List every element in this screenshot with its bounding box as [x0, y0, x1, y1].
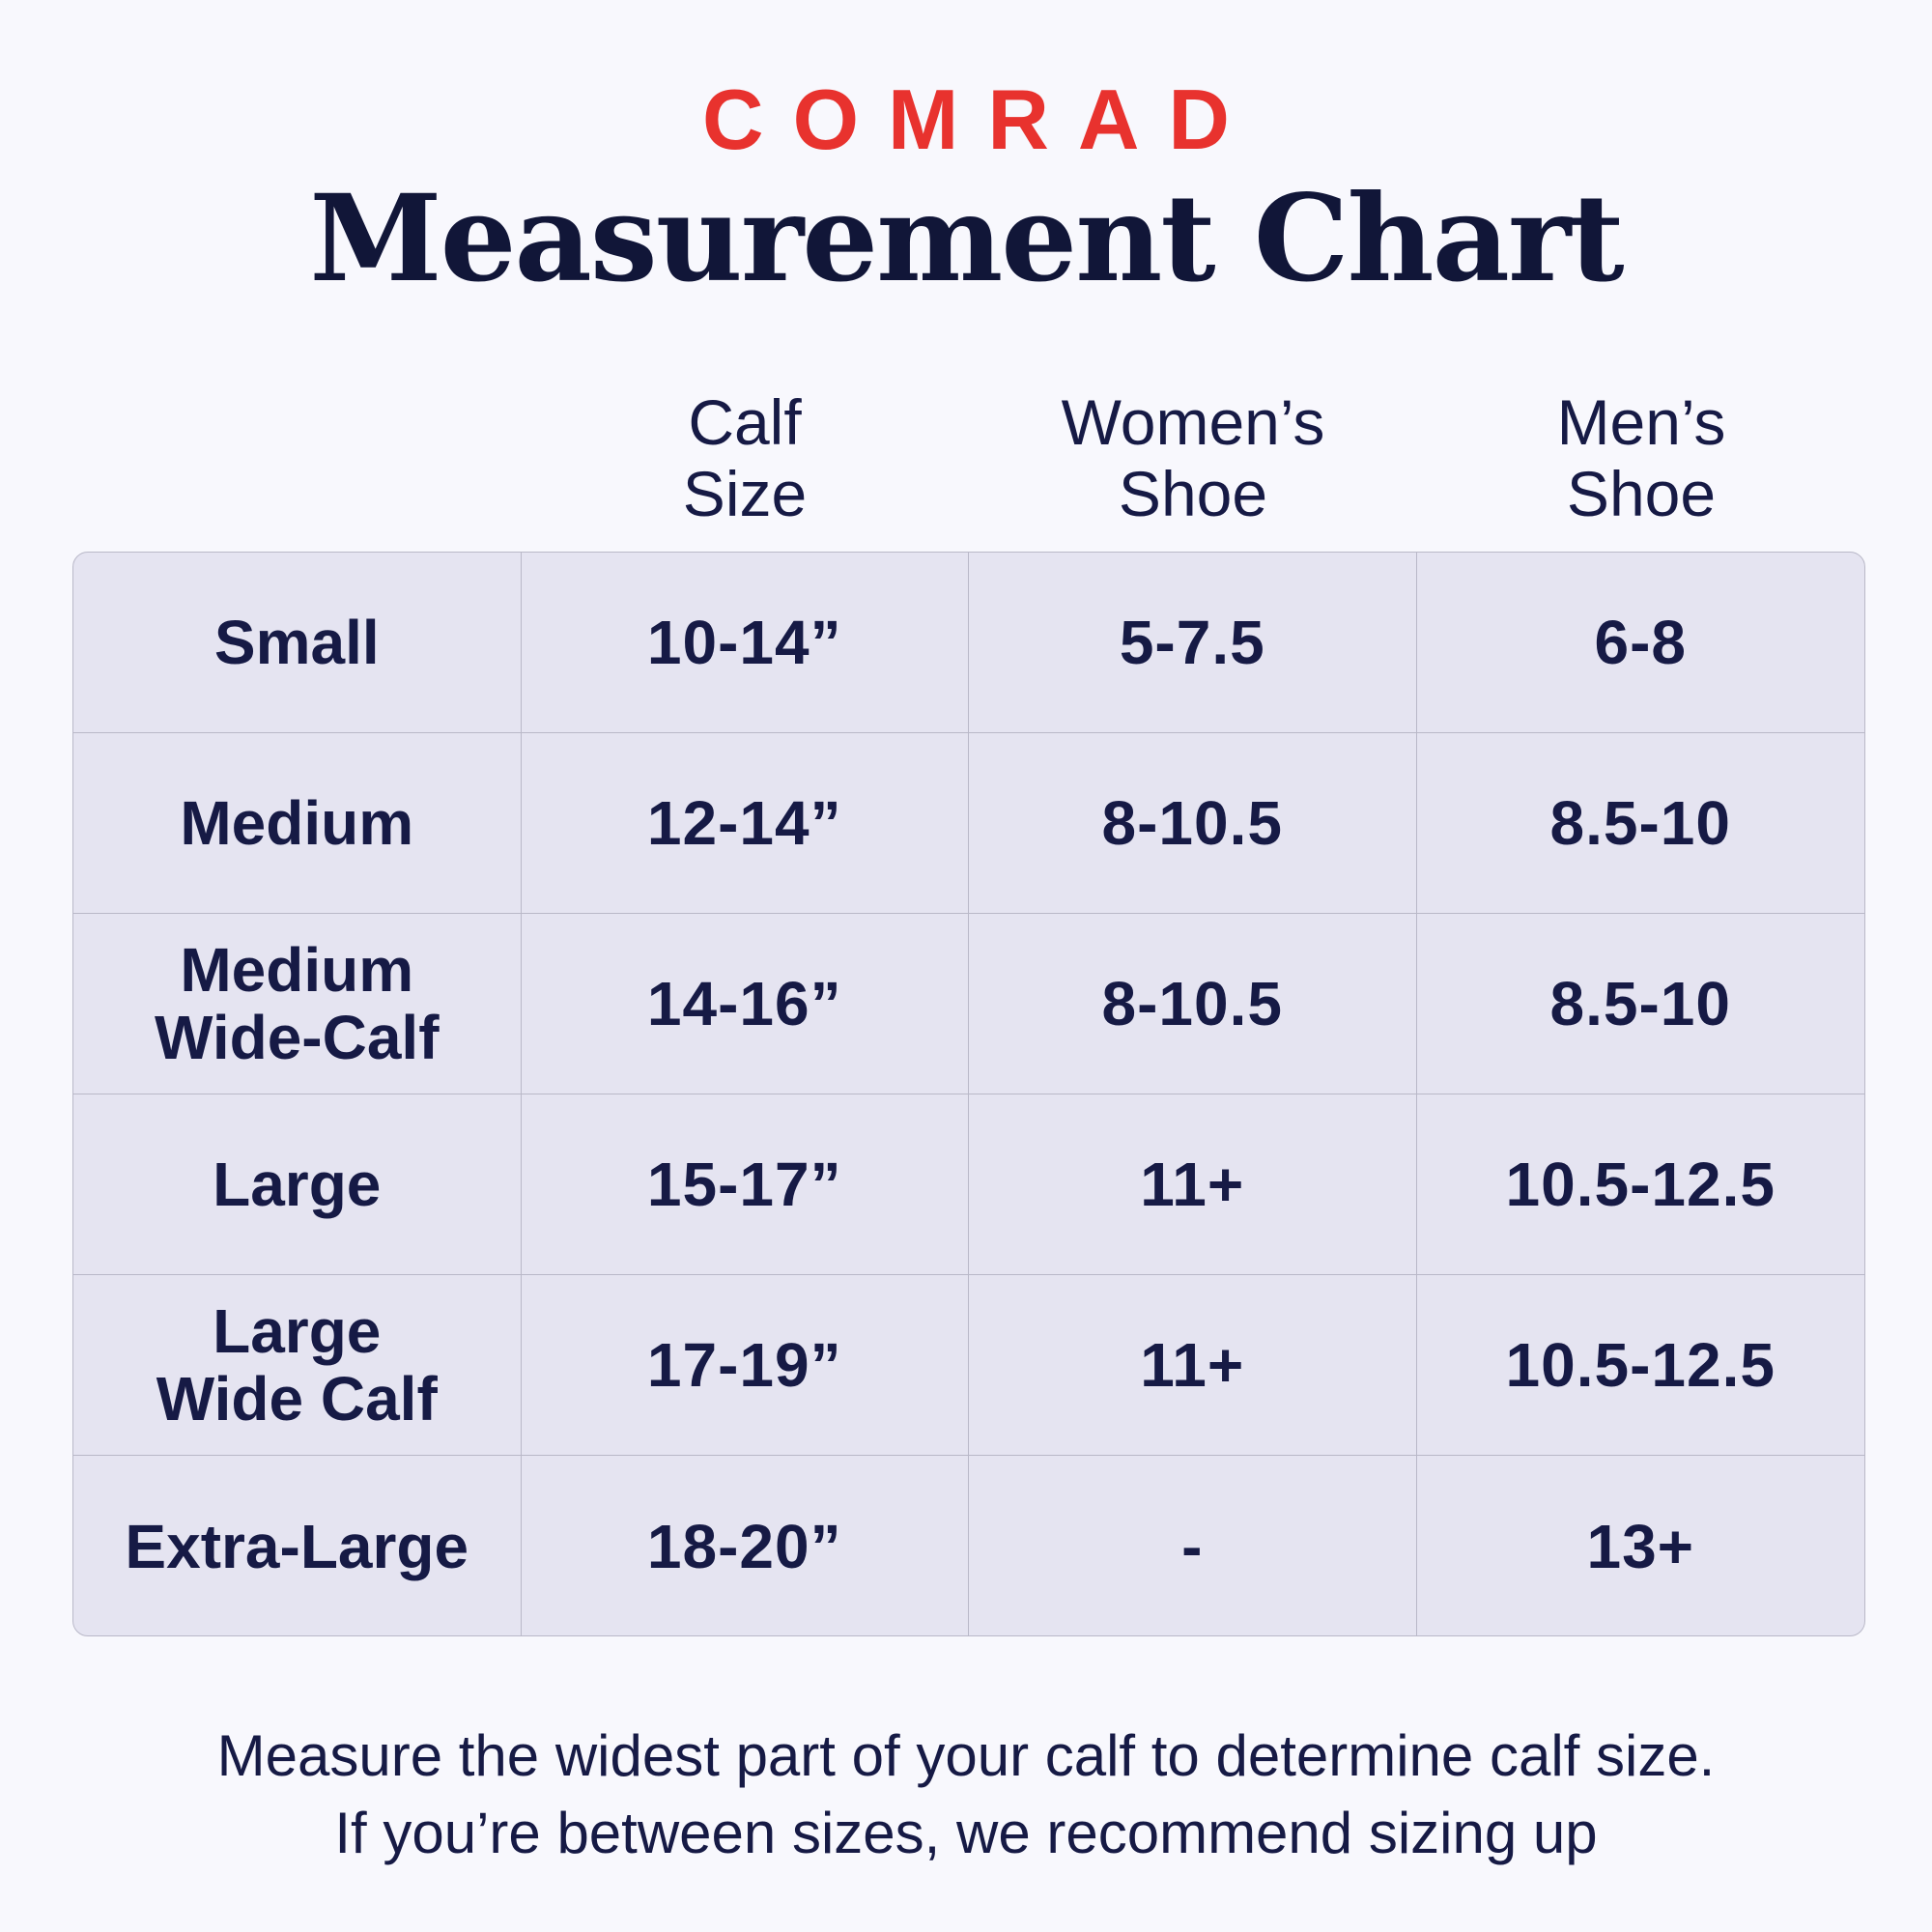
header-womens-shoe-line2: Shoe — [1118, 458, 1268, 529]
table-row: Medium 12-14” 8-10.5 8.5-10 — [73, 733, 1864, 914]
mens-shoe-value: 8.5-10 — [1549, 969, 1731, 1038]
calf-size-value: 14-16” — [522, 914, 969, 1094]
size-label: Medium — [73, 733, 522, 913]
header-mens-shoe-line2: Shoe — [1566, 458, 1717, 529]
size-label: Extra-Large — [73, 1456, 522, 1635]
header-calf-size: Calf Size — [521, 386, 969, 529]
size-label: Medium Wide-Calf — [73, 914, 522, 1094]
womens-shoe-value: - — [969, 1456, 1417, 1635]
size-label: Large — [73, 1094, 522, 1274]
calf-size-value: 17-19” — [522, 1275, 969, 1455]
header-mens-shoe-line1: Men’s — [1556, 386, 1726, 458]
calf-size-value: 18-20” — [522, 1456, 969, 1635]
calf-size-value: 15-17” — [522, 1094, 969, 1274]
womens-shoe-value: 11+ — [969, 1094, 1417, 1274]
table-row: Medium Wide-Calf 14-16” 8-10.5 8.5-10 — [73, 914, 1864, 1094]
table-row: Extra-Large 18-20” - 13+ — [73, 1456, 1864, 1635]
brand-logo: COMRAD — [702, 71, 1259, 167]
table-row: Large 15-17” 11+ 10.5-12.5 — [73, 1094, 1864, 1275]
womens-shoe-value: 5-7.5 — [969, 553, 1417, 732]
header-mens-shoe: Men’s Shoe — [1417, 386, 1865, 529]
mens-shoe-value: 8.5-10 — [1549, 788, 1731, 858]
womens-shoe-value: 8-10.5 — [969, 733, 1417, 913]
header-womens-shoe-line1: Women’s — [1061, 386, 1325, 458]
mens-shoe-value: 6-8 — [1594, 608, 1687, 677]
calf-size-value: 10-14” — [522, 553, 969, 732]
header-calf-size-line2: Size — [682, 458, 808, 529]
mens-shoe-value: 10.5-12.5 — [1505, 1150, 1776, 1219]
size-table: Small 10-14” 5-7.5 6-8 Medium 12-14” 8-1… — [72, 552, 1865, 1636]
header-womens-shoe: Women’s Shoe — [969, 386, 1417, 529]
womens-shoe-value: 11+ — [969, 1275, 1417, 1455]
footnote-line2: If you’re between sizes, we recommend si… — [334, 1801, 1598, 1865]
mens-shoe-value: 10.5-12.5 — [1505, 1330, 1776, 1400]
footnote-line1: Measure the widest part of your calf to … — [216, 1723, 1716, 1788]
header-calf-size-line1: Calf — [688, 386, 802, 458]
womens-shoe-value: 8-10.5 — [969, 914, 1417, 1094]
size-label: Large Wide Calf — [73, 1275, 522, 1455]
page-title: Measurement Chart — [309, 169, 1624, 309]
size-label: Small — [73, 553, 522, 732]
footnote: Measure the widest part of your calf to … — [0, 1718, 1932, 1872]
table-row: Small 10-14” 5-7.5 6-8 — [73, 553, 1864, 733]
mens-shoe-value: 13+ — [1586, 1512, 1695, 1581]
calf-size-value: 12-14” — [522, 733, 969, 913]
table-row: Large Wide Calf 17-19” 11+ 10.5-12.5 — [73, 1275, 1864, 1456]
